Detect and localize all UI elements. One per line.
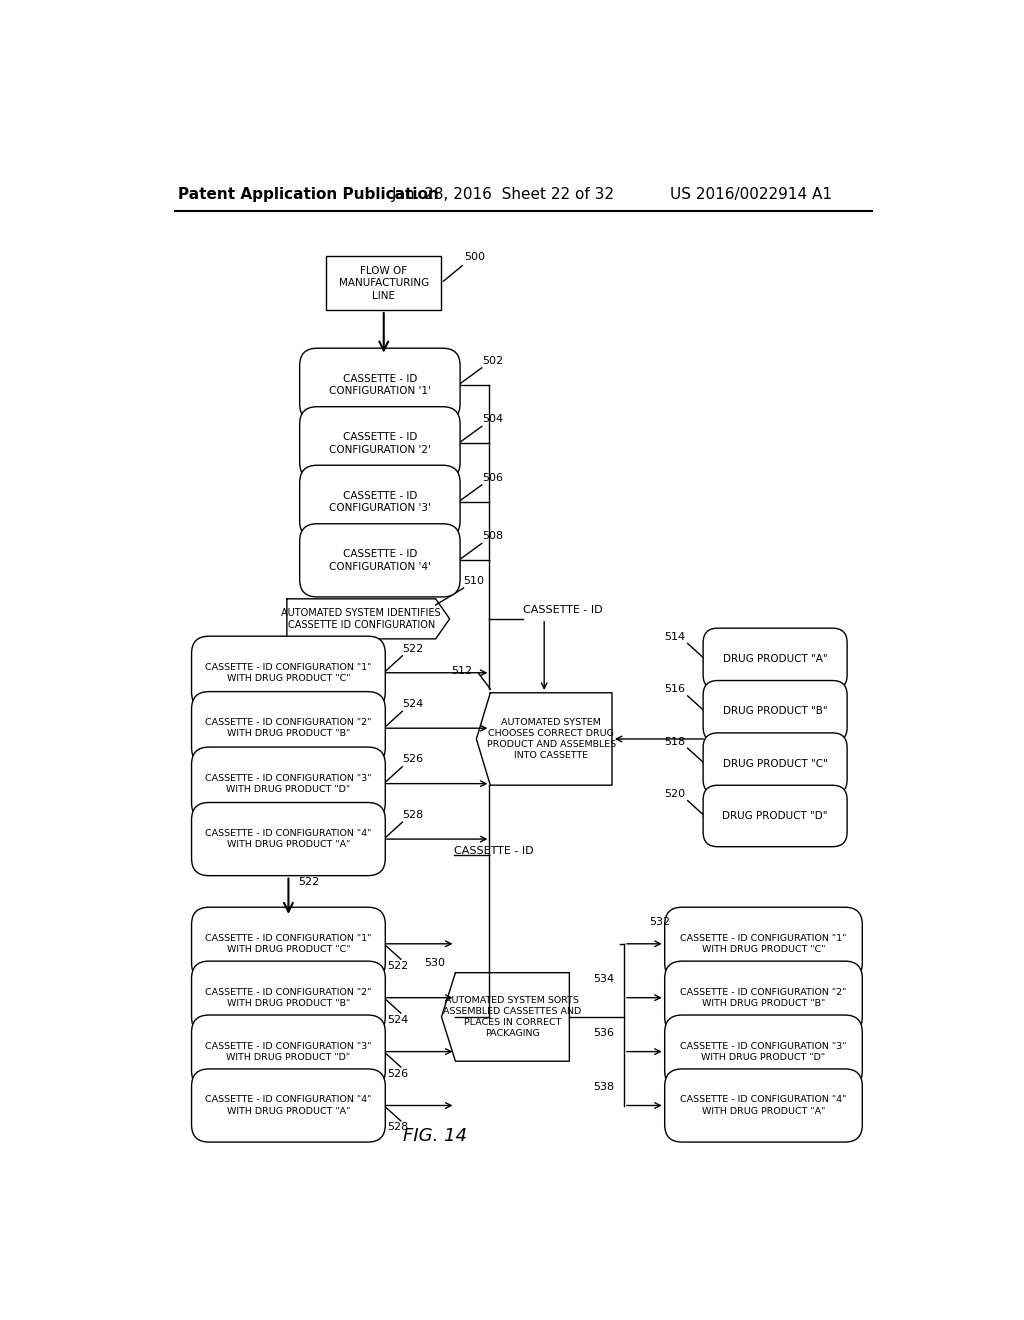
Text: 530: 530 (424, 958, 445, 969)
Text: CASSETTE - ID
CONFIGURATION '4': CASSETTE - ID CONFIGURATION '4' (329, 549, 431, 572)
Text: FLOW OF
MANUFACTURING
LINE: FLOW OF MANUFACTURING LINE (339, 265, 429, 301)
Text: CASSETTE - ID CONFIGURATION "2"
WITH DRUG PRODUCT "B": CASSETTE - ID CONFIGURATION "2" WITH DRU… (205, 987, 372, 1007)
FancyBboxPatch shape (703, 785, 847, 846)
Text: CASSETTE - ID CONFIGURATION "3"
WITH DRUG PRODUCT "D": CASSETTE - ID CONFIGURATION "3" WITH DRU… (205, 774, 372, 793)
FancyBboxPatch shape (300, 348, 460, 421)
Text: 532: 532 (649, 917, 671, 927)
Text: DRUG PRODUCT "A": DRUG PRODUCT "A" (723, 653, 827, 664)
Text: CASSETTE - ID CONFIGURATION "2"
WITH DRUG PRODUCT "B": CASSETTE - ID CONFIGURATION "2" WITH DRU… (205, 718, 372, 738)
FancyBboxPatch shape (665, 907, 862, 981)
Text: 522: 522 (298, 878, 318, 887)
Text: CASSETTE - ID CONFIGURATION "3"
WITH DRUG PRODUCT "D": CASSETTE - ID CONFIGURATION "3" WITH DRU… (680, 1041, 847, 1061)
Text: 500: 500 (464, 252, 485, 261)
FancyBboxPatch shape (191, 1015, 385, 1088)
Text: Jan. 28, 2016  Sheet 22 of 32: Jan. 28, 2016 Sheet 22 of 32 (391, 187, 614, 202)
Text: 526: 526 (402, 755, 424, 764)
FancyBboxPatch shape (191, 1069, 385, 1142)
Polygon shape (476, 693, 612, 785)
Text: 518: 518 (665, 737, 685, 747)
Polygon shape (441, 973, 569, 1061)
Text: FIG. 14: FIG. 14 (403, 1127, 467, 1146)
Text: 510: 510 (464, 576, 484, 586)
FancyBboxPatch shape (191, 961, 385, 1035)
FancyBboxPatch shape (665, 1015, 862, 1088)
Text: 528: 528 (402, 810, 424, 820)
Text: DRUG PRODUCT "C": DRUG PRODUCT "C" (723, 759, 827, 768)
Text: 524: 524 (387, 1015, 409, 1024)
FancyBboxPatch shape (191, 692, 385, 764)
Text: CASSETTE - ID CONFIGURATION "4"
WITH DRUG PRODUCT "A": CASSETTE - ID CONFIGURATION "4" WITH DRU… (205, 829, 372, 849)
Text: 534: 534 (593, 974, 614, 983)
Text: 522: 522 (387, 961, 409, 970)
Text: CASSETTE - ID: CASSETTE - ID (523, 606, 603, 615)
Text: 506: 506 (481, 473, 503, 483)
Text: AUTOMATED SYSTEM SORTS
ASSEMBLED CASSETTES AND
PLACES IN CORRECT
PACKAGING: AUTOMATED SYSTEM SORTS ASSEMBLED CASSETT… (443, 995, 582, 1038)
Text: US 2016/0022914 A1: US 2016/0022914 A1 (671, 187, 833, 202)
Text: CASSETTE - ID
CONFIGURATION '2': CASSETTE - ID CONFIGURATION '2' (329, 432, 431, 454)
Text: 528: 528 (387, 1122, 409, 1133)
FancyBboxPatch shape (300, 524, 460, 597)
Text: 512: 512 (452, 667, 473, 676)
Text: 508: 508 (481, 531, 503, 541)
FancyBboxPatch shape (327, 256, 441, 310)
Text: CASSETTE - ID CONFIGURATION "1"
WITH DRUG PRODUCT "C": CASSETTE - ID CONFIGURATION "1" WITH DRU… (205, 663, 372, 682)
Text: 536: 536 (593, 1028, 614, 1038)
FancyBboxPatch shape (703, 733, 847, 795)
Text: 520: 520 (665, 789, 685, 799)
Text: 524: 524 (402, 700, 424, 709)
Text: DRUG PRODUCT "B": DRUG PRODUCT "B" (723, 706, 827, 717)
Text: 502: 502 (481, 355, 503, 366)
Text: CASSETTE - ID
CONFIGURATION '1': CASSETTE - ID CONFIGURATION '1' (329, 374, 431, 396)
Text: AUTOMATED SYSTEM
CHOOSES CORRECT DRUG
PRODUCT AND ASSEMBLES
INTO CASSETTE: AUTOMATED SYSTEM CHOOSES CORRECT DRUG PR… (486, 718, 615, 760)
Text: CASSETTE - ID: CASSETTE - ID (454, 846, 534, 857)
Text: CASSETTE - ID CONFIGURATION "2"
WITH DRUG PRODUCT "B": CASSETTE - ID CONFIGURATION "2" WITH DRU… (680, 987, 847, 1007)
FancyBboxPatch shape (300, 407, 460, 480)
Text: CASSETTE - ID CONFIGURATION "1"
WITH DRUG PRODUCT "C": CASSETTE - ID CONFIGURATION "1" WITH DRU… (205, 933, 372, 954)
FancyBboxPatch shape (191, 747, 385, 820)
FancyBboxPatch shape (703, 628, 847, 689)
FancyBboxPatch shape (191, 907, 385, 981)
Text: 514: 514 (665, 632, 685, 642)
FancyBboxPatch shape (703, 681, 847, 742)
Text: CASSETTE - ID CONFIGURATION "4"
WITH DRUG PRODUCT "A": CASSETTE - ID CONFIGURATION "4" WITH DRU… (205, 1096, 372, 1115)
FancyBboxPatch shape (300, 465, 460, 539)
Text: 522: 522 (402, 644, 424, 653)
Text: 526: 526 (387, 1069, 408, 1078)
Text: 516: 516 (665, 684, 685, 694)
FancyBboxPatch shape (191, 803, 385, 875)
FancyBboxPatch shape (665, 961, 862, 1035)
FancyBboxPatch shape (191, 636, 385, 709)
Text: 504: 504 (481, 414, 503, 424)
Text: CASSETTE - ID CONFIGURATION "1"
WITH DRUG PRODUCT "C": CASSETTE - ID CONFIGURATION "1" WITH DRU… (680, 933, 847, 954)
Text: Patent Application Publication: Patent Application Publication (178, 187, 439, 202)
FancyBboxPatch shape (665, 1069, 862, 1142)
Text: 538: 538 (593, 1081, 614, 1092)
Text: CASSETTE - ID CONFIGURATION "3"
WITH DRUG PRODUCT "D": CASSETTE - ID CONFIGURATION "3" WITH DRU… (205, 1041, 372, 1061)
Text: AUTOMATED SYSTEM IDENTIFIES
CASSETTE ID CONFIGURATION: AUTOMATED SYSTEM IDENTIFIES CASSETTE ID … (282, 607, 441, 630)
Text: CASSETTE - ID
CONFIGURATION '3': CASSETTE - ID CONFIGURATION '3' (329, 491, 431, 513)
Polygon shape (287, 599, 450, 639)
Text: DRUG PRODUCT "D": DRUG PRODUCT "D" (722, 810, 827, 821)
Text: CASSETTE - ID CONFIGURATION "4"
WITH DRUG PRODUCT "A": CASSETTE - ID CONFIGURATION "4" WITH DRU… (680, 1096, 847, 1115)
